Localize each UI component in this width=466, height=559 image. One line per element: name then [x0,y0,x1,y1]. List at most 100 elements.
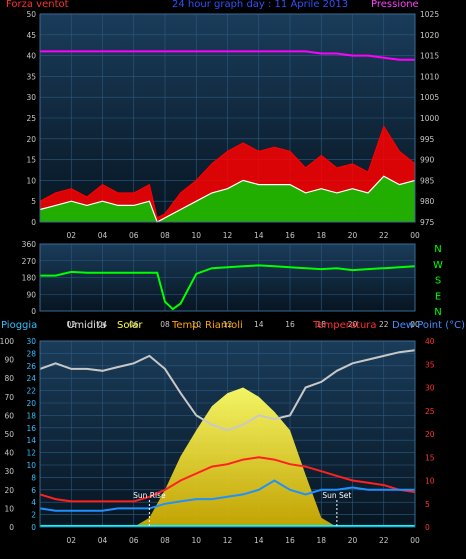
compass-label: N [434,244,441,255]
x-tick-label: 00 [410,320,420,329]
x-tick-label: 04 [98,536,108,545]
direction-line [40,264,416,311]
x-tick-label: 20 [348,320,358,329]
rain-y-tick: 4 [31,498,36,507]
temp-y-tick: 35 [425,360,435,369]
wind-y-tick: 15 [26,156,36,165]
rain-y-tick: 10 [26,461,36,470]
pressure-y-tick: 995 [420,135,435,144]
x-tick-label: 22 [379,320,389,329]
rain-y-tick: 14 [26,436,36,445]
compass-label: E [435,291,441,302]
wind-y-tick: 25 [26,114,36,123]
wind-y-tick: 5 [31,197,36,206]
x-tick-label: 06 [129,231,139,240]
x-tick-label: 10 [191,536,201,545]
x-tick-label: 20 [348,231,358,240]
x-tick-label: 10 [191,320,201,329]
x-tick-label: 12 [223,231,233,240]
x-tick-label: 10 [191,231,201,240]
x-tick-label: 06 [129,320,139,329]
legend-umidita: Umidita [67,320,107,331]
humidity-y-tick: 60 [4,411,14,420]
x-tick-label: 22 [379,536,389,545]
panel-frame-temp [39,340,416,528]
pressure-y-tick: 1000 [420,114,439,123]
rain-y-tick: 6 [31,486,36,495]
x-tick-label: 16 [285,536,295,545]
x-tick-label: 14 [254,231,264,240]
x-tick-label: 22 [379,231,389,240]
x-tick-label: 12 [223,536,233,545]
wind-y-tick: 50 [26,10,36,19]
x-tick-label: 08 [160,231,170,240]
legend-dew-point: Dew Point (°C) [392,320,466,331]
x-tick-label: 08 [160,320,170,329]
temp-y-tick: 15 [425,453,435,462]
wind-right-label: Pressione [371,0,419,10]
sunrise-label: Sun Rise [133,491,166,500]
dewpoint-line [39,479,415,512]
solar-area [40,387,415,527]
humidity-y-tick: 20 [4,486,14,495]
humidity-y-tick: 100 [0,337,14,346]
temp-y-tick: 5 [425,500,430,509]
x-tick-label: 16 [285,320,295,329]
wind-y-tick: 0 [31,218,36,227]
rain-y-tick: 22 [26,387,36,396]
dir-y-tick: 360 [22,240,37,249]
x-tick-label: 06 [129,536,139,545]
pressure-y-tick: 990 [420,156,435,165]
pressure-y-tick: 985 [420,176,435,185]
wind-y-tick: 40 [26,52,36,61]
rain-y-tick: 16 [26,424,36,433]
humidity-y-tick: 10 [4,504,14,513]
rain-y-tick: 24 [26,374,36,383]
pressure-y-tick: 980 [420,197,435,206]
x-tick-label: 18 [316,320,326,329]
pressure-y-tick: 1010 [420,72,439,81]
rain-y-tick: 26 [26,362,36,371]
humidity-y-tick: 50 [4,430,14,439]
x-tick-label: 14 [254,536,264,545]
temp-y-tick: 10 [425,477,435,486]
x-tick-label: 16 [285,231,295,240]
compass-label: W [433,260,443,271]
temp-y-tick: 30 [425,384,435,393]
temp-y-tick: 20 [425,430,435,439]
pressure-line [40,50,415,61]
wind-y-tick: 10 [26,176,36,185]
pressure-y-tick: 1015 [420,52,439,61]
x-tick-label: 00 [410,231,420,240]
wind-avg-line [39,175,416,223]
humidity-line [39,349,416,432]
dir-y-tick: 0 [31,307,36,316]
legend-temperatura: Temperatura [313,320,377,331]
humidity-y-tick: 0 [9,523,14,532]
wind-y-tick: 35 [26,72,36,81]
humidity-y-tick: 90 [4,356,14,365]
humidity-y-tick: 80 [4,374,14,383]
pressure-y-tick: 1020 [420,31,439,40]
wind-y-tick: 20 [26,135,36,144]
humidity-y-tick: 40 [4,449,14,458]
compass-label: S [435,276,441,287]
dir-y-tick: 180 [22,274,37,283]
legend-pioggia: Pioggia [1,320,38,331]
temperature-line [39,456,416,503]
pressure-y-tick: 1025 [420,10,439,19]
x-tick-label: 18 [316,536,326,545]
rain-y-tick: 8 [31,473,36,482]
x-tick-label: 04 [98,231,108,240]
rain-y-tick: 30 [26,337,36,346]
rain-y-tick: 20 [26,399,36,408]
wind-left-label-text: Forza vento [6,0,65,10]
x-tick-label: 08 [160,536,170,545]
dir-y-tick: 270 [22,257,37,266]
pressure-y-tick: 975 [420,218,435,227]
panel-frame-dir [39,243,416,312]
rain-y-tick: 0 [31,523,36,532]
legend-solar: Solar [117,320,143,331]
chart-title: 24 hour graph day : 11 Aprile 2013 [172,0,349,10]
x-tick-label: 04 [98,320,108,329]
